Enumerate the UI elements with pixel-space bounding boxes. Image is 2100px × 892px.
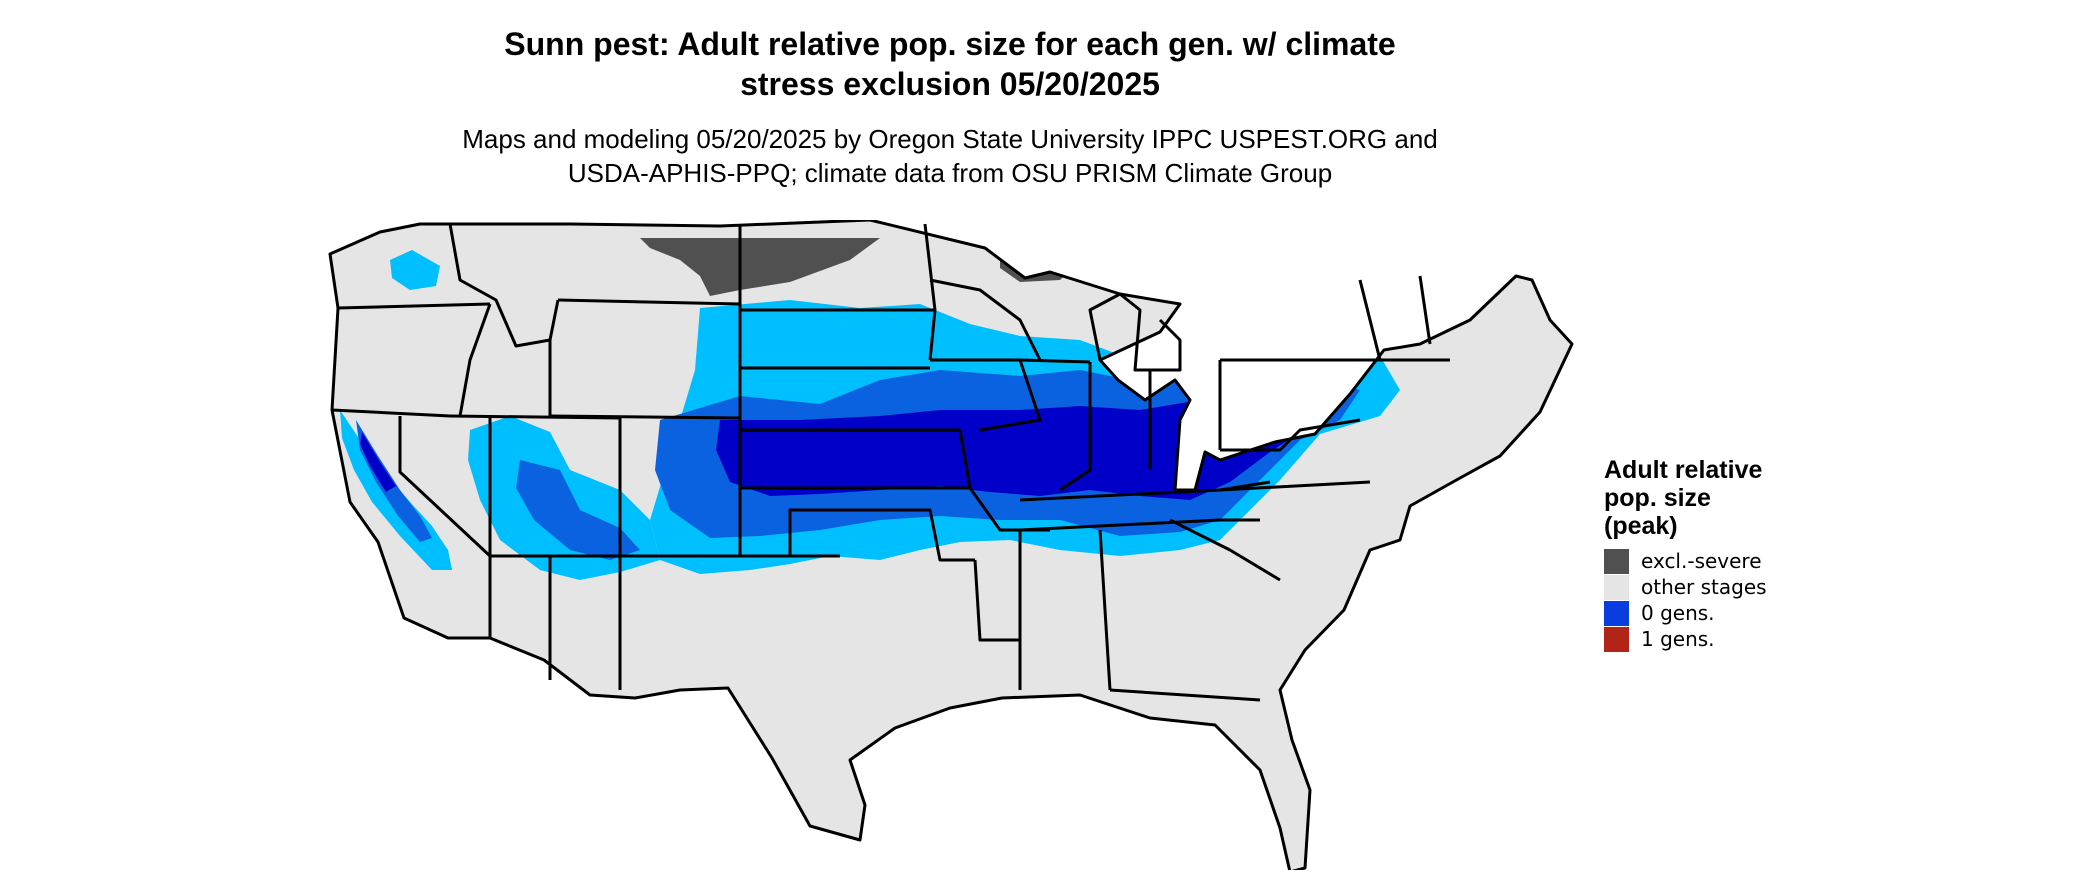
legend-swatch bbox=[1604, 574, 1629, 600]
map-title: Sunn pest: Adult relative pop. size for … bbox=[0, 24, 1900, 104]
legend-title-line-3: (peak) bbox=[1604, 512, 1678, 540]
map-subtitle: Maps and modeling 05/20/2025 by Oregon S… bbox=[0, 122, 1900, 190]
border-or-id bbox=[458, 303, 492, 417]
border-nc-va bbox=[1219, 480, 1371, 492]
border-wa-or bbox=[337, 302, 491, 310]
us-landmass bbox=[330, 220, 1572, 870]
border-id-mt bbox=[448, 223, 560, 348]
legend-label: 1 gens. bbox=[1641, 627, 1715, 651]
legend-swatch bbox=[1604, 626, 1629, 652]
legend-item-1-gens: 1 gens. bbox=[1604, 626, 1767, 652]
legend-label: 0 gens. bbox=[1641, 601, 1715, 625]
legend-title-line-1: Adult relative bbox=[1604, 456, 1763, 484]
dark-blue-region-california bbox=[360, 432, 396, 492]
border-ca-nv bbox=[398, 416, 492, 638]
legend-items: excl.-severe other stages 0 gens. 1 gens… bbox=[1604, 548, 1767, 652]
border-michigan bbox=[1088, 292, 1182, 372]
title-line-2: stress exclusion 05/20/2025 bbox=[740, 66, 1160, 102]
mid-blue-region-arizona bbox=[516, 460, 640, 560]
border-il-in bbox=[1059, 362, 1092, 492]
border-ok-tx bbox=[740, 508, 975, 562]
border-al-ga bbox=[1098, 529, 1112, 691]
border-nd-mn bbox=[923, 223, 937, 361]
subtitle-line-1: Maps and modeling 05/20/2025 by Oregon S… bbox=[462, 124, 1438, 154]
border-mn-wi bbox=[929, 278, 1042, 361]
dark-blue-region-central bbox=[716, 392, 1320, 500]
legend-swatch bbox=[1604, 548, 1629, 574]
legend: Adult relative pop. size (peak) excl.-se… bbox=[1604, 456, 1767, 652]
border-wv-va bbox=[1220, 418, 1361, 452]
legend-item-excl-severe: excl.-severe bbox=[1604, 548, 1767, 574]
border-tn-ms-al-ga bbox=[1019, 518, 1260, 532]
state-borders bbox=[328, 220, 1574, 870]
subtitle-line-2: USDA-APHIS-PPQ; climate data from OSU PR… bbox=[567, 158, 1333, 188]
legend-item-0-gens: 0 gens. bbox=[1604, 600, 1767, 626]
light-blue-region-oregon bbox=[390, 250, 440, 290]
border-or-ca-nv bbox=[331, 408, 451, 418]
legend-title-line-2: pop. size bbox=[1604, 484, 1711, 512]
mid-blue-region-california-valley bbox=[356, 420, 432, 542]
title-line-1: Sunn pest: Adult relative pop. size for … bbox=[504, 26, 1396, 62]
national-outline bbox=[328, 220, 1574, 870]
border-mt-wy bbox=[557, 298, 741, 306]
us-map bbox=[328, 220, 1574, 870]
legend-swatch bbox=[1604, 600, 1629, 626]
border-wy-co bbox=[549, 414, 741, 420]
excluded-area-north-dakota bbox=[640, 238, 880, 296]
border-ar-la bbox=[973, 559, 1020, 642]
border-ny-vt-nh bbox=[1358, 279, 1382, 361]
legend-label: other stages bbox=[1641, 575, 1767, 599]
legend-item-other-stages: other stages bbox=[1604, 574, 1767, 600]
border-ia-mo bbox=[930, 358, 1042, 432]
legend-label: excl.-severe bbox=[1641, 549, 1762, 573]
border-ga-sc bbox=[1169, 518, 1281, 582]
border-ga-fl bbox=[1109, 688, 1261, 702]
border-wi-il bbox=[1019, 358, 1091, 364]
border-nh-me bbox=[1418, 275, 1432, 345]
